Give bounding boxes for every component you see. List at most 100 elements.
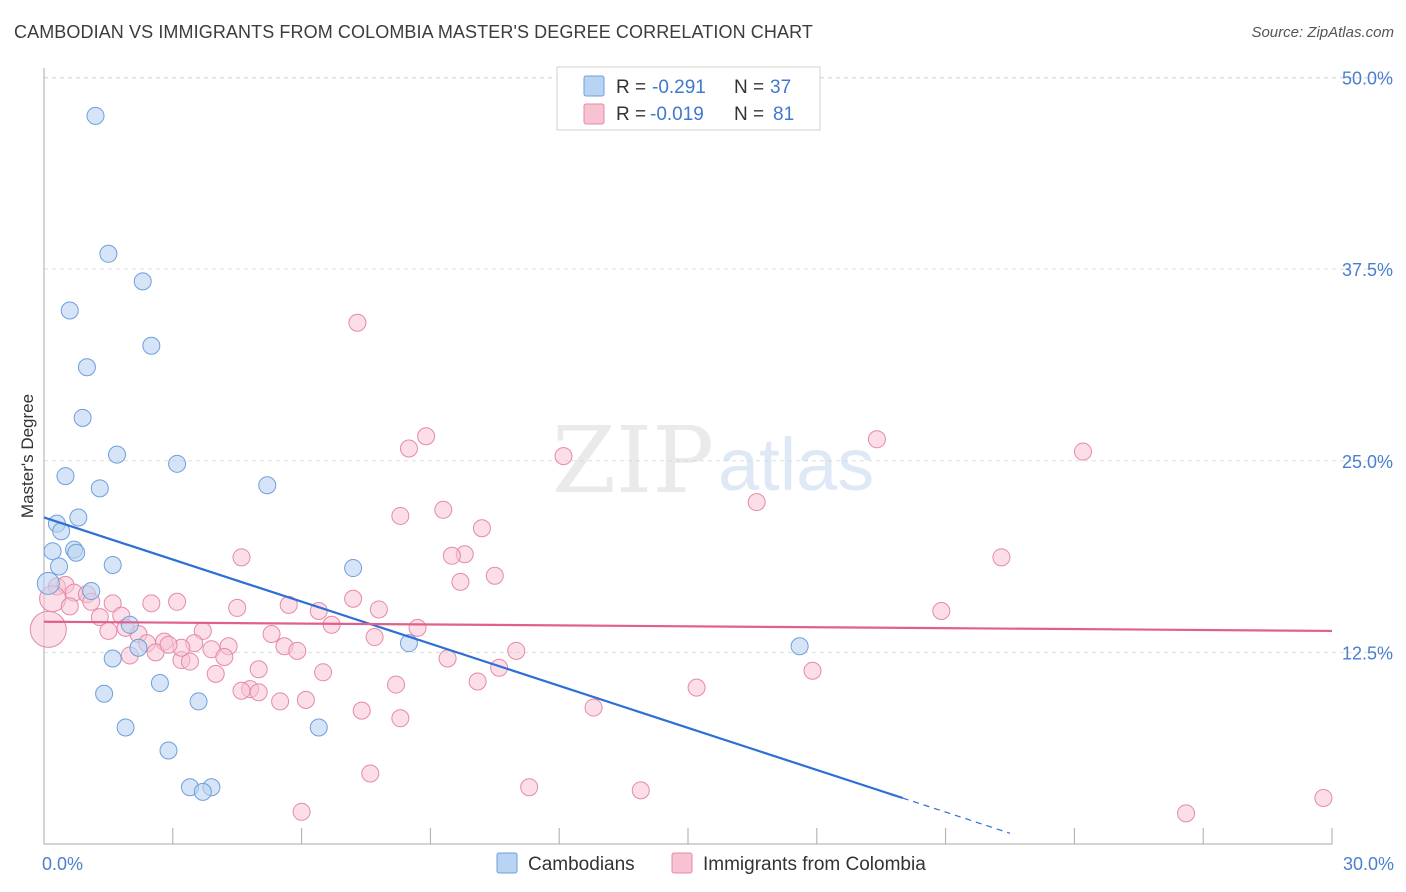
cambodian-point <box>50 557 69 576</box>
colombia-point <box>417 427 436 446</box>
colombia-point <box>228 598 247 617</box>
gridlines <box>44 77 1392 653</box>
colombia-point <box>1314 789 1333 808</box>
colombia-point <box>348 313 367 332</box>
chart-title: CAMBODIAN VS IMMIGRANTS FROM COLOMBIA MA… <box>14 22 813 42</box>
colombia-point <box>60 597 79 616</box>
cambodian-point <box>77 358 96 377</box>
cambodian-point <box>86 106 105 125</box>
cambodian-point <box>168 454 187 473</box>
series-cambodians-points <box>36 106 809 801</box>
y-tick-label: 25.0% <box>1342 452 1393 472</box>
cambodian-point <box>56 467 75 486</box>
colombia-point <box>99 621 118 640</box>
trend-line-cambodians-extension <box>902 797 1011 834</box>
colombia-point <box>747 493 766 512</box>
x-tick-label-max: 30.0% <box>1343 854 1394 874</box>
cambodian-point <box>36 571 60 595</box>
legend-n-value-2: 81 <box>773 104 794 125</box>
colombia-point <box>584 698 603 717</box>
legend-swatch-colombia <box>583 103 605 125</box>
colombia-point <box>249 683 268 702</box>
cambodian-point <box>309 718 328 737</box>
watermark-zip: ZIP <box>552 407 714 514</box>
trend-line-colombia <box>43 620 1333 633</box>
legend-n-label-2: N = <box>734 104 764 125</box>
colombia-point <box>485 566 504 585</box>
colombia-point <box>438 649 457 668</box>
legend-r-label-2: R = <box>616 104 646 125</box>
cambodian-point <box>133 272 152 291</box>
cambodian-point <box>82 582 101 601</box>
colombia-point <box>932 601 951 620</box>
y-tick-labels: 12.5% 25.0% 37.5% 50.0% <box>1342 69 1393 664</box>
colombia-point <box>314 663 333 682</box>
y-axis-label: Master's Degree <box>18 394 37 518</box>
colombia-point <box>352 701 371 720</box>
cambodian-point <box>258 476 277 495</box>
colombia-point <box>180 652 199 671</box>
colombia-point <box>29 610 67 648</box>
colombia-point <box>507 641 526 660</box>
colombia-point <box>369 600 388 619</box>
cambodian-point <box>43 542 62 561</box>
colombia-point <box>232 681 251 700</box>
cambodian-point <box>120 615 139 634</box>
cambodian-point <box>99 244 118 263</box>
colombia-point <box>1073 442 1092 461</box>
stats-legend: R = -0.291 N = 37 R = -0.019 N = 81 <box>556 66 821 131</box>
bottom-legend-label-colombia: Immigrants from Colombia <box>703 854 926 875</box>
bottom-legend-swatch-colombia <box>671 852 693 874</box>
y-tick-label: 37.5% <box>1342 260 1393 280</box>
colombia-point <box>434 500 453 519</box>
cambodian-point <box>107 445 126 464</box>
series-colombia-points <box>29 313 1333 823</box>
colombia-point <box>361 764 380 783</box>
colombia-point <box>490 658 509 677</box>
colombia-point <box>168 592 187 611</box>
cambodian-point <box>116 718 135 737</box>
cambodian-point <box>103 649 122 668</box>
bottom-legend-label-cambodians: Cambodians <box>528 854 635 875</box>
colombia-point <box>399 439 418 458</box>
colombia-point <box>631 781 650 800</box>
colombia-point <box>867 430 886 449</box>
cambodian-point <box>142 336 161 355</box>
colombia-point <box>554 447 573 466</box>
colombia-point <box>442 546 461 565</box>
legend-r-value-1: -0.291 <box>652 77 706 98</box>
series-legend: Cambodians Immigrants from Colombia <box>496 852 926 875</box>
colombia-point <box>206 664 225 683</box>
watermark-atlas: atlas <box>718 423 874 506</box>
legend-swatch-cambodians <box>583 75 605 97</box>
colombia-point <box>687 678 706 697</box>
cambodian-point <box>103 555 122 574</box>
cambodian-point <box>790 637 809 656</box>
colombia-point <box>451 572 470 591</box>
colombia-point <box>215 647 234 666</box>
colombia-point <box>472 519 491 538</box>
colombia-point <box>103 594 122 613</box>
colombia-point <box>1177 804 1196 823</box>
cambodian-point <box>159 741 178 760</box>
legend-n-value-1: 37 <box>770 77 791 98</box>
colombia-point <box>292 802 311 821</box>
y-tick-label: 50.0% <box>1342 69 1393 89</box>
colombia-point <box>391 506 410 525</box>
colombia-point <box>803 661 822 680</box>
colombia-point <box>468 672 487 691</box>
trend-lines <box>43 516 1333 834</box>
cambodian-point <box>193 782 212 801</box>
cambodian-point <box>67 543 86 562</box>
source-label: Source: ZipAtlas.com <box>1251 24 1394 41</box>
colombia-point <box>391 709 410 728</box>
colombia-point <box>365 628 384 647</box>
y-tick-label: 12.5% <box>1342 643 1393 663</box>
cambodian-point <box>60 301 79 320</box>
colombia-point <box>344 589 363 608</box>
cambodian-point <box>90 479 109 498</box>
watermark: ZIP atlas <box>552 407 874 514</box>
colombia-point <box>296 690 315 709</box>
trend-line-cambodians <box>43 516 904 800</box>
